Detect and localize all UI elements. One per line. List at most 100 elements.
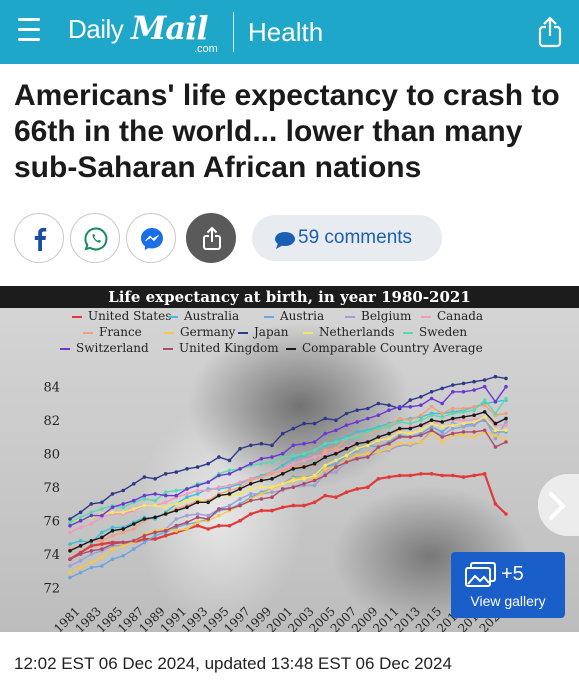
data-point <box>68 575 72 580</box>
data-point <box>451 423 455 427</box>
next-image-button[interactable] <box>538 474 579 536</box>
data-point <box>323 448 328 453</box>
data-point <box>259 508 264 513</box>
data-point <box>387 431 391 436</box>
data-point <box>429 405 434 409</box>
data-point <box>185 498 189 503</box>
data-point <box>206 517 210 521</box>
data-point <box>68 549 72 553</box>
data-point <box>482 410 487 414</box>
data-point <box>419 418 423 422</box>
data-point <box>89 565 94 570</box>
data-point <box>238 480 242 484</box>
comment-bubble-icon <box>275 232 295 249</box>
data-point <box>312 448 317 453</box>
data-point <box>334 440 338 444</box>
data-point <box>504 416 508 421</box>
data-point <box>397 441 402 446</box>
data-point <box>153 533 157 538</box>
data-point <box>312 473 317 478</box>
data-point <box>227 458 232 463</box>
data-point <box>397 473 402 478</box>
data-point <box>163 512 168 516</box>
series-line <box>69 404 507 550</box>
view-gallery-button[interactable]: +5 View gallery <box>451 552 565 618</box>
data-point <box>142 497 147 501</box>
data-point <box>110 505 115 510</box>
data-point <box>121 510 125 515</box>
gallery-icon <box>465 562 496 587</box>
data-point <box>461 430 466 434</box>
data-point <box>174 470 179 474</box>
data-point <box>121 505 125 510</box>
data-point <box>100 513 104 518</box>
data-point <box>312 478 317 483</box>
chart-title: Life expectancy at birth, in year 1980-2… <box>108 288 471 306</box>
data-point <box>355 456 359 461</box>
data-point <box>482 384 487 389</box>
data-point <box>482 403 487 407</box>
data-point <box>89 560 94 565</box>
legend-swatch <box>421 316 431 318</box>
hamburger-menu-icon[interactable] <box>18 18 40 44</box>
series-group <box>68 403 508 551</box>
data-point <box>249 498 253 503</box>
data-point <box>291 453 296 458</box>
data-point <box>419 413 423 417</box>
data-point <box>355 420 359 424</box>
data-point <box>440 425 445 429</box>
data-point <box>195 500 200 505</box>
data-point <box>78 552 83 556</box>
data-point <box>195 465 200 469</box>
more-share-button[interactable] <box>186 213 236 263</box>
share-icon[interactable] <box>535 16 565 48</box>
legend-label: Switzerland <box>76 341 149 355</box>
data-point <box>408 418 413 422</box>
comments-button[interactable]: 59 comments <box>252 215 442 261</box>
data-point <box>429 472 434 476</box>
data-point <box>451 383 455 387</box>
data-point <box>312 461 317 466</box>
data-point <box>323 473 328 478</box>
data-point <box>100 547 104 551</box>
data-point <box>461 475 466 479</box>
messenger-share-button[interactable] <box>126 213 176 263</box>
legend-row: United States Australia Austria Belgium Cana… <box>0 309 579 325</box>
legend-row: France Germany Japan Netherlands Sweden <box>0 325 579 341</box>
data-point <box>387 475 391 479</box>
facebook-share-button[interactable] <box>14 213 64 263</box>
data-point <box>366 451 370 456</box>
legend-label: Canada <box>437 309 484 323</box>
legend-label: Sweden <box>419 325 468 339</box>
data-point <box>419 433 423 438</box>
series-group <box>68 384 508 528</box>
data-point <box>238 503 242 508</box>
data-point <box>366 455 370 459</box>
section-label[interactable]: Health <box>248 17 324 47</box>
whatsapp-icon <box>84 227 108 251</box>
logo-mail-text: Mail <box>131 9 208 47</box>
legend-swatch <box>264 316 274 318</box>
data-point <box>366 416 370 421</box>
data-point <box>355 408 359 412</box>
data-point <box>227 492 232 496</box>
data-point <box>89 539 94 543</box>
data-point <box>110 547 115 551</box>
data-point <box>355 446 359 451</box>
whatsapp-share-button[interactable] <box>70 213 120 263</box>
data-point <box>312 421 317 426</box>
data-point <box>397 435 402 439</box>
data-point <box>100 555 104 560</box>
data-point <box>195 523 200 528</box>
data-point <box>121 530 125 535</box>
data-point <box>78 559 83 563</box>
data-point <box>376 435 381 439</box>
legend-label: United Kingdom <box>179 341 279 355</box>
series-group <box>68 416 508 568</box>
data-point <box>451 411 455 416</box>
header-divider <box>233 12 234 52</box>
series-line <box>69 419 506 579</box>
data-point <box>132 498 136 503</box>
data-point <box>78 515 83 520</box>
legend-swatch <box>303 332 313 334</box>
